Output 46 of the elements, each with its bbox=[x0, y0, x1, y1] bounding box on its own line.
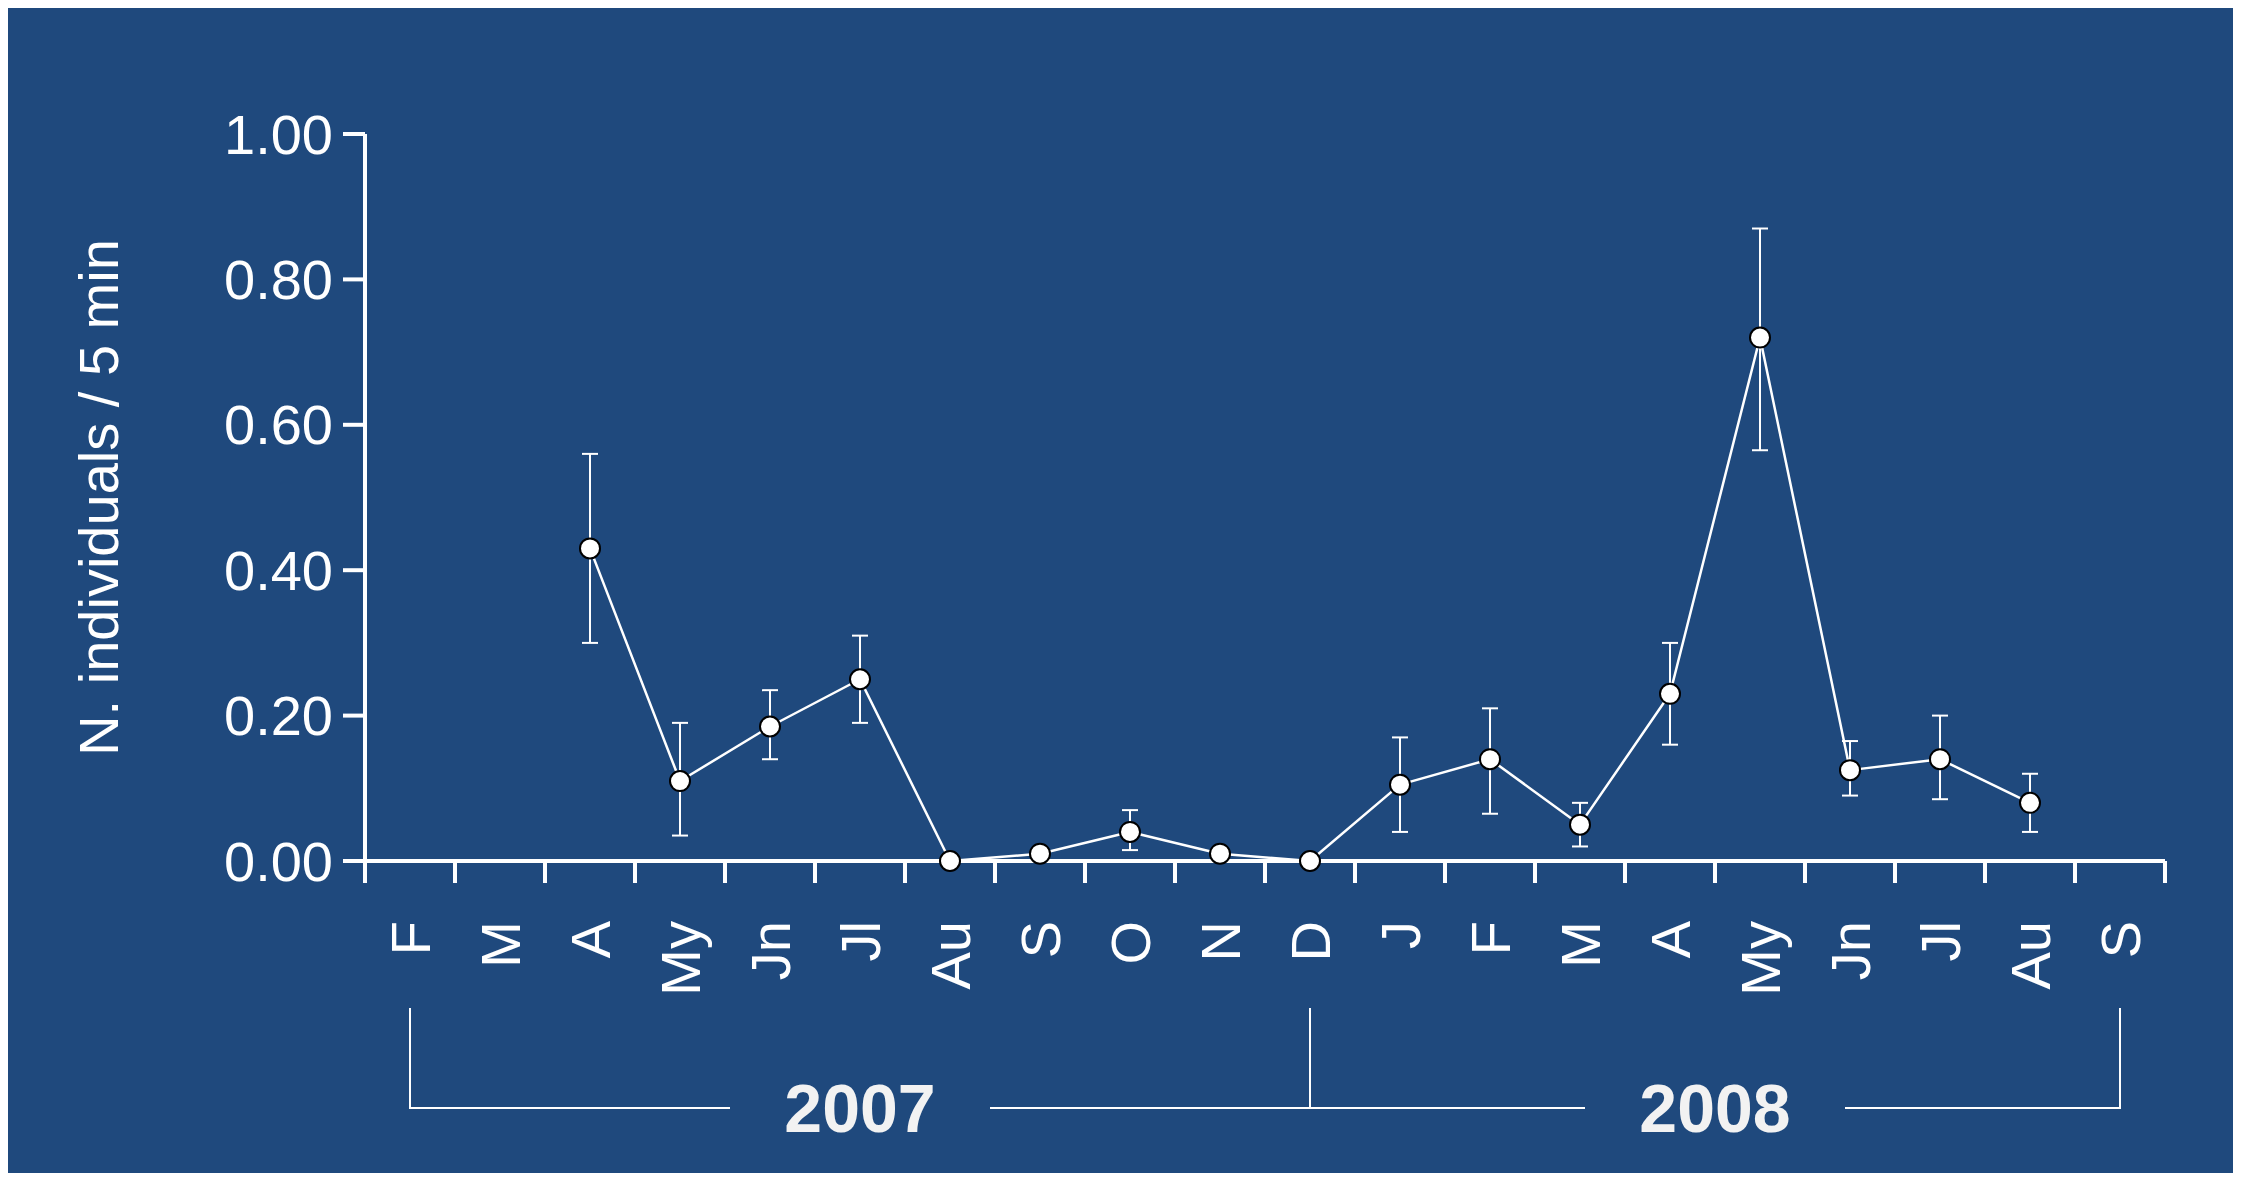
point bbox=[1209, 842, 1231, 865]
text: 2007 bbox=[784, 1069, 936, 1146]
point bbox=[579, 537, 601, 560]
y-tick-label: 0.40 bbox=[224, 538, 333, 602]
point bbox=[1029, 842, 1051, 865]
point bbox=[1479, 748, 1501, 771]
x-tick-label: M bbox=[468, 921, 532, 968]
point bbox=[849, 668, 871, 691]
point bbox=[1839, 759, 1861, 782]
text: 2008 bbox=[1639, 1069, 1791, 1146]
x-tick-label: Jl bbox=[828, 921, 892, 962]
point bbox=[759, 715, 781, 738]
point bbox=[1569, 813, 1591, 836]
x-tick-label: Au bbox=[918, 921, 982, 990]
x-tick-label: S bbox=[2088, 921, 2152, 959]
point bbox=[1749, 326, 1771, 349]
x-tick-label: F bbox=[1458, 921, 1522, 956]
y-tick-label: 0.00 bbox=[224, 829, 333, 893]
y-axis-title: N. individuals / 5 min bbox=[66, 239, 130, 756]
x-tick-label: My bbox=[648, 921, 712, 996]
x-tick-label: My bbox=[1728, 921, 1792, 996]
x-tick-label: N bbox=[1188, 921, 1252, 962]
point bbox=[1119, 820, 1141, 843]
x-tick-label: M bbox=[1548, 921, 1612, 968]
point bbox=[1929, 748, 1951, 771]
x-tick-label: D bbox=[1278, 921, 1342, 962]
y-tick-label: 0.80 bbox=[224, 248, 333, 311]
point bbox=[1389, 773, 1411, 796]
point bbox=[1299, 850, 1321, 872]
x-tick-label: Jl bbox=[1908, 921, 1972, 962]
x-tick-label: A bbox=[1638, 920, 1702, 959]
point bbox=[669, 770, 691, 793]
point bbox=[939, 850, 961, 872]
x-tick-label: Jn bbox=[1818, 921, 1882, 981]
point bbox=[2019, 791, 2041, 814]
x-tick-label: J bbox=[1368, 921, 1432, 949]
point bbox=[1659, 682, 1681, 705]
x-tick-label: A bbox=[558, 920, 622, 959]
y-tick-label: 1.00 bbox=[224, 102, 333, 166]
x-tick-label: S bbox=[1008, 921, 1072, 959]
y-tick-label: 0.20 bbox=[224, 684, 333, 748]
x-tick-label: Au bbox=[1998, 921, 2062, 990]
x-tick-label: O bbox=[1098, 921, 1162, 965]
x-tick-label: F bbox=[378, 921, 442, 956]
x-tick-label: Jn bbox=[738, 921, 802, 981]
y-tick-label: 0.60 bbox=[224, 393, 333, 457]
